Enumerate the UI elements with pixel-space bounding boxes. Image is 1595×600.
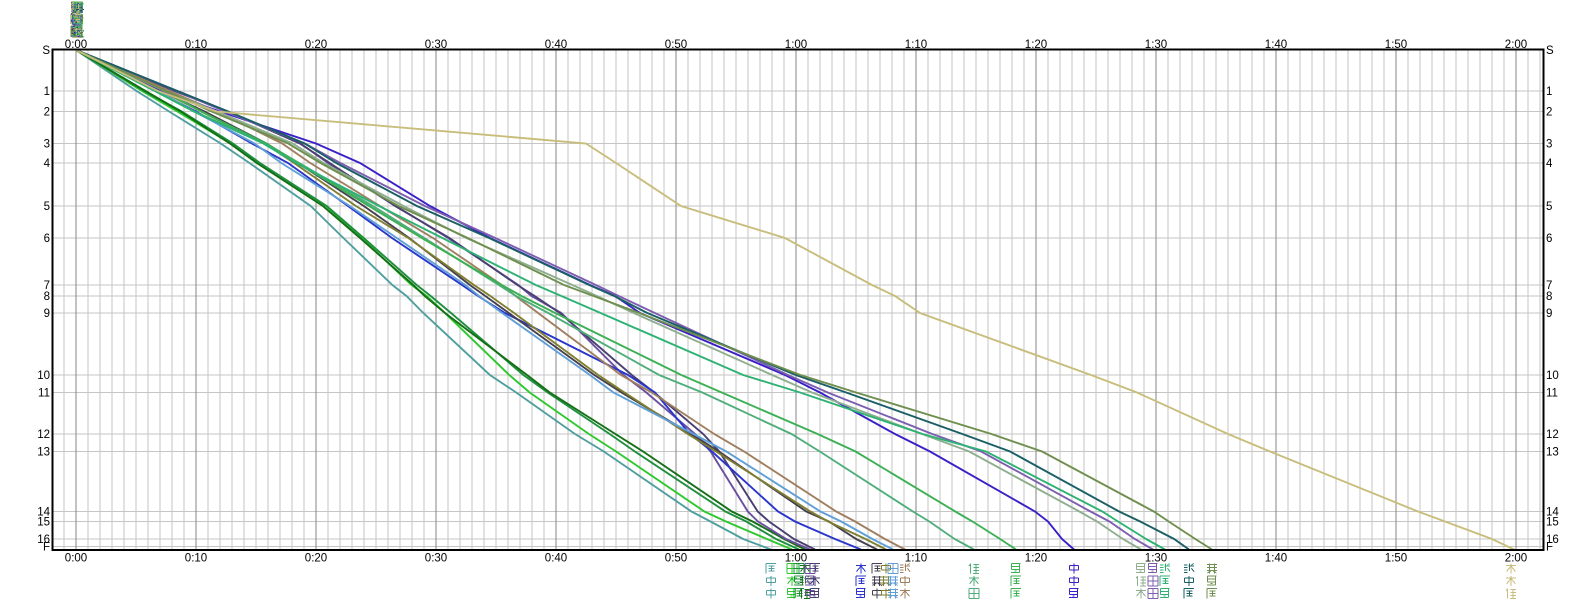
svg-text:1:10: 1:10 [905, 553, 927, 565]
svg-text:6: 6 [1546, 233, 1552, 245]
svg-text:0:20: 0:20 [305, 39, 327, 51]
svg-text:3: 3 [1546, 139, 1552, 151]
svg-text:10: 10 [37, 370, 50, 382]
svg-text:8: 8 [1546, 291, 1552, 303]
svg-text:0:00: 0:00 [65, 553, 87, 565]
svg-text:1:50: 1:50 [1385, 39, 1407, 51]
svg-text:11: 11 [38, 388, 50, 400]
svg-text:15: 15 [1546, 517, 1559, 529]
svg-text:2:00: 2:00 [1505, 553, 1527, 565]
svg-text:15: 15 [37, 517, 50, 529]
svg-text:0:50: 0:50 [665, 39, 687, 51]
svg-text:14: 14 [1546, 507, 1559, 519]
svg-text:13: 13 [1546, 447, 1559, 459]
svg-text:7: 7 [44, 280, 50, 292]
svg-text:1:20: 1:20 [1025, 553, 1047, 565]
svg-text:4: 4 [1546, 158, 1553, 170]
svg-text:1:30: 1:30 [1145, 553, 1167, 565]
svg-text:S: S [42, 45, 50, 57]
svg-text:12: 12 [37, 429, 50, 441]
svg-text:5: 5 [44, 201, 50, 213]
svg-text:1: 1 [1546, 86, 1552, 98]
svg-text:0:30: 0:30 [425, 39, 447, 51]
svg-text:9: 9 [44, 308, 50, 320]
svg-text:5: 5 [1546, 201, 1552, 213]
svg-text:0:10: 0:10 [185, 553, 207, 565]
svg-text:S: S [1546, 45, 1554, 57]
svg-text:11: 11 [1546, 388, 1558, 400]
svg-text:0:50: 0:50 [665, 553, 687, 565]
svg-text:12: 12 [1546, 429, 1559, 441]
svg-text:1:40: 1:40 [1265, 39, 1287, 51]
svg-text:1:00: 1:00 [785, 553, 807, 565]
svg-text:2: 2 [44, 107, 50, 119]
svg-text:0:30: 0:30 [425, 553, 447, 565]
svg-text:1: 1 [44, 86, 50, 98]
svg-text:2:00: 2:00 [1505, 39, 1527, 51]
svg-text:1:00: 1:00 [785, 39, 807, 51]
svg-text:2: 2 [1546, 107, 1552, 119]
svg-text:1:10: 1:10 [905, 39, 927, 51]
svg-text:14: 14 [37, 507, 50, 519]
svg-text:13: 13 [37, 447, 50, 459]
svg-text:1:30: 1:30 [1145, 39, 1167, 51]
svg-text:10: 10 [1546, 370, 1559, 382]
svg-text:7: 7 [1546, 280, 1552, 292]
svg-text:0:40: 0:40 [545, 39, 567, 51]
svg-text:4: 4 [44, 158, 51, 170]
svg-text:0:40: 0:40 [545, 553, 567, 565]
svg-text:1:40: 1:40 [1265, 553, 1287, 565]
svg-text:16: 16 [37, 534, 50, 546]
svg-text:F: F [1546, 542, 1553, 554]
svg-text:F: F [43, 542, 50, 554]
svg-text:3: 3 [44, 139, 50, 151]
svg-text:8: 8 [44, 291, 50, 303]
svg-text:0:20: 0:20 [305, 553, 327, 565]
svg-text:6: 6 [44, 233, 50, 245]
svg-text:1:20: 1:20 [1025, 39, 1047, 51]
svg-text:9: 9 [1546, 308, 1552, 320]
svg-text:16: 16 [1546, 534, 1559, 546]
svg-text:1:50: 1:50 [1385, 553, 1407, 565]
svg-text:0:00: 0:00 [65, 39, 87, 51]
svg-text:0:10: 0:10 [185, 39, 207, 51]
